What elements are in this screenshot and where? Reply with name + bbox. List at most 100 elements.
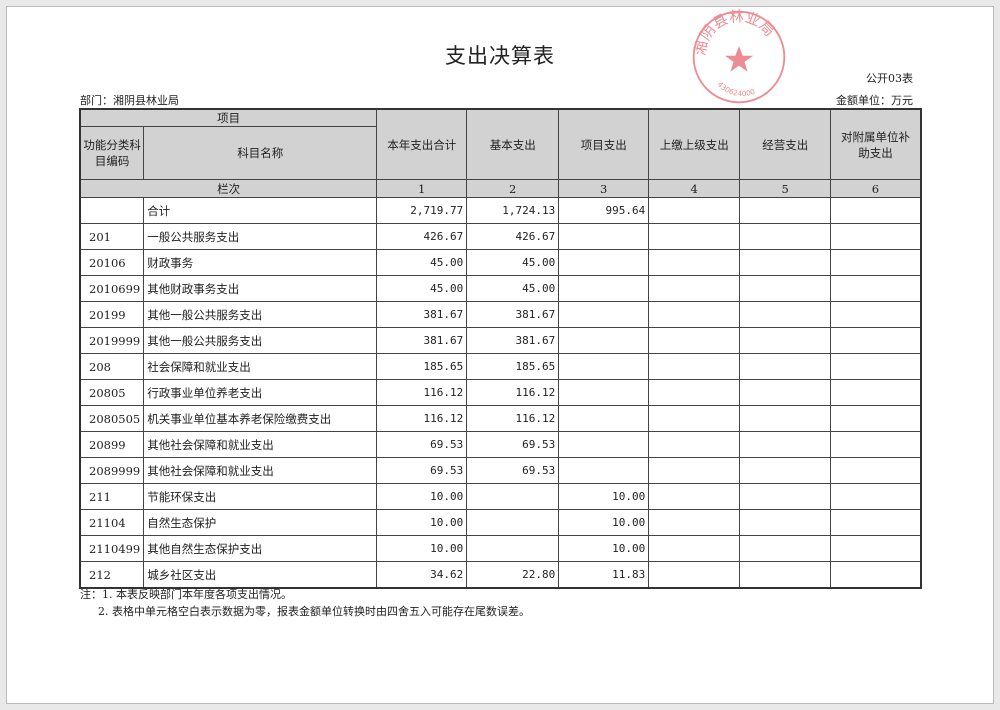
table-row: 20805 行政事业单位养老支出 116.12 116.12 [79, 379, 922, 406]
basic-cell: 45.00 [466, 275, 560, 302]
total-cell: 116.12 [376, 405, 468, 432]
basic-cell: 69.53 [466, 431, 560, 458]
basic-cell: 116.12 [466, 405, 560, 432]
upper-cell [648, 535, 741, 562]
table-row: 212 城乡社区支出 34.62 22.80 11.83 [79, 561, 922, 589]
name-cell: 机关事业单位基本养老保险缴费支出 [143, 405, 378, 432]
table-row: 20899 其他社会保障和就业支出 69.53 69.53 [79, 431, 922, 458]
code-cell: 21104 [79, 509, 145, 536]
project-cell [558, 327, 650, 354]
name-cell: 其他社会保障和就业支出 [143, 457, 378, 484]
header-upper: 上缴上级支出 [648, 108, 741, 180]
header-code: 功能分类科目编码 [79, 126, 145, 180]
basic-cell: 185.65 [466, 353, 560, 380]
expenditure-table: 项目 本年支出合计 基本支出 项目支出 上缴上级支出 经营支出 对附属单位补助支… [79, 108, 922, 589]
basic-cell: 69.53 [466, 457, 560, 484]
code-cell: 2089999 [79, 457, 145, 484]
business-cell [739, 379, 832, 406]
upper-cell [648, 379, 741, 406]
name-cell: 合计 [143, 197, 378, 224]
business-cell [739, 275, 832, 302]
basic-cell: 381.67 [466, 301, 560, 328]
code-cell: 212 [79, 561, 145, 589]
subsidy-cell [830, 197, 922, 224]
subsidy-cell [830, 535, 922, 562]
header-total: 本年支出合计 [376, 108, 468, 180]
business-cell [739, 561, 832, 589]
table-row: 2089999 其他社会保障和就业支出 69.53 69.53 [79, 457, 922, 484]
project-cell: 10.00 [558, 535, 650, 562]
business-cell [739, 457, 832, 484]
table-row: 合计 2,719.77 1,724.13 995.64 [79, 197, 922, 224]
basic-cell [466, 535, 560, 562]
page-title: 支出决算表 [445, 44, 555, 68]
header-subsidy: 对附属单位补助支出 [830, 108, 922, 180]
project-cell [558, 379, 650, 406]
code-cell: 2080505 [79, 405, 145, 432]
total-cell: 426.67 [376, 223, 468, 250]
project-cell [558, 223, 650, 250]
table-row: 2110499 其他自然生态保护支出 10.00 10.00 [79, 535, 922, 562]
project-cell [558, 249, 650, 276]
basic-cell: 22.80 [466, 561, 560, 589]
unit-label: 金额单位：万元 [836, 94, 913, 107]
col-num: 6 [830, 179, 922, 198]
project-cell: 995.64 [558, 197, 650, 224]
business-cell [739, 197, 832, 224]
project-cell [558, 275, 650, 302]
code-cell: 20899 [79, 431, 145, 458]
subsidy-cell [830, 483, 922, 510]
name-cell: 行政事业单位养老支出 [143, 379, 378, 406]
upper-cell [648, 509, 741, 536]
project-cell [558, 457, 650, 484]
upper-cell [648, 353, 741, 380]
table-row: 2019999 其他一般公共服务支出 381.67 381.67 [79, 327, 922, 354]
subsidy-cell [830, 405, 922, 432]
business-cell [739, 327, 832, 354]
note-1: 注：1. 本表反映部门本年度各项支出情况。 [80, 588, 292, 601]
total-cell: 116.12 [376, 379, 468, 406]
table-row: 201 一般公共服务支出 426.67 426.67 [79, 223, 922, 250]
name-cell: 其他一般公共服务支出 [143, 301, 378, 328]
subsidy-cell [830, 457, 922, 484]
code-cell: 2019999 [79, 327, 145, 354]
header-item: 项目 [79, 108, 378, 127]
upper-cell [648, 561, 741, 589]
total-cell: 45.00 [376, 275, 468, 302]
table-row: 2080505 机关事业单位基本养老保险缴费支出 116.12 116.12 [79, 405, 922, 432]
table-row: 20199 其他一般公共服务支出 381.67 381.67 [79, 301, 922, 328]
header-basic: 基本支出 [466, 108, 560, 180]
business-cell [739, 431, 832, 458]
name-cell: 其他自然生态保护支出 [143, 535, 378, 562]
business-cell [739, 223, 832, 250]
form-number: 公开03表 [866, 72, 913, 85]
subsidy-cell [830, 223, 922, 250]
subsidy-cell [830, 431, 922, 458]
svg-text:430624000: 430624000 [716, 80, 757, 98]
total-cell: 185.65 [376, 353, 468, 380]
project-cell: 10.00 [558, 509, 650, 536]
upper-cell [648, 249, 741, 276]
business-cell [739, 483, 832, 510]
name-cell: 一般公共服务支出 [143, 223, 378, 250]
header-business: 经营支出 [739, 108, 832, 180]
basic-cell: 45.00 [466, 249, 560, 276]
table-row: 20106 财政事务 45.00 45.00 [79, 249, 922, 276]
upper-cell [648, 223, 741, 250]
total-cell: 10.00 [376, 483, 468, 510]
header-name: 科目名称 [143, 126, 378, 180]
code-cell: 2110499 [79, 535, 145, 562]
code-cell: 201 [79, 223, 145, 250]
col-num: 5 [739, 179, 832, 198]
name-cell: 其他社会保障和就业支出 [143, 431, 378, 458]
subsidy-cell [830, 275, 922, 302]
total-cell: 381.67 [376, 301, 468, 328]
table-row: 208 社会保障和就业支出 185.65 185.65 [79, 353, 922, 380]
name-cell: 城乡社区支出 [143, 561, 378, 589]
official-seal: 湘阴县林业局 430624000 [692, 8, 786, 104]
col-num: 1 [376, 179, 468, 198]
header-col-index: 栏次 [79, 179, 378, 198]
table-row: 211 节能环保支出 10.00 10.00 [79, 483, 922, 510]
project-cell [558, 431, 650, 458]
col-num: 4 [648, 179, 741, 198]
